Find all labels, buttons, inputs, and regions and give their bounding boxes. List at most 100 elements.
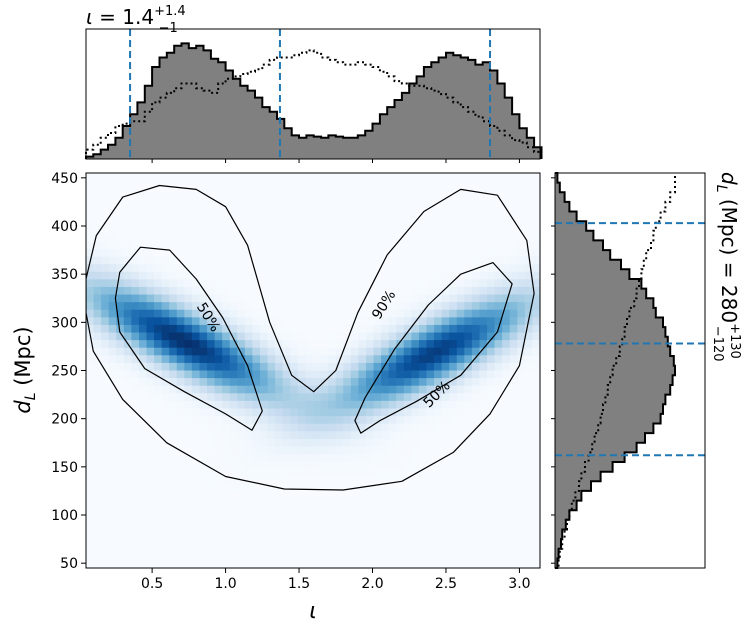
heatmap-cell	[237, 492, 246, 501]
heatmap-cell	[154, 476, 163, 486]
heatmap-cell	[464, 317, 473, 326]
heatmap-cell	[396, 332, 405, 341]
heatmap-cell	[320, 499, 329, 508]
heatmap-cell	[146, 530, 155, 539]
heatmap-cell	[93, 286, 102, 296]
heatmap-cell	[305, 264, 314, 273]
heatmap-cell	[290, 286, 299, 296]
heatmap-cell	[335, 446, 344, 455]
heatmap-cell	[335, 400, 344, 410]
heatmap-cell	[524, 560, 534, 568]
heatmap-cell	[403, 340, 412, 349]
heatmap-cell	[403, 378, 412, 387]
heatmap-cell	[487, 271, 496, 280]
heatmap-cell	[449, 552, 458, 562]
heatmap-cell	[411, 294, 420, 303]
heatmap-cell	[396, 264, 405, 273]
heatmap-cell	[403, 530, 412, 539]
heatmap-cell	[237, 499, 246, 508]
heatmap-cell	[191, 438, 201, 448]
heatmap-cell	[365, 461, 375, 470]
heatmap-cell	[214, 180, 223, 189]
heatmap-cell	[517, 385, 526, 394]
heatmap-cell	[396, 241, 405, 250]
heatmap-cell	[434, 431, 443, 440]
heatmap-cell	[154, 499, 163, 508]
heatmap-cell	[320, 271, 329, 280]
heatmap-cell	[313, 324, 322, 334]
heatmap-cell	[502, 355, 511, 364]
heatmap-cell	[403, 400, 412, 410]
heatmap-cell	[320, 309, 329, 318]
heatmap-cell	[373, 530, 382, 539]
heatmap-cell	[365, 294, 375, 303]
heatmap-cell	[282, 530, 291, 539]
heatmap-cell	[207, 492, 216, 501]
heatmap-cell	[487, 507, 496, 516]
heatmap-cell	[328, 210, 337, 220]
heatmap-cell	[441, 233, 450, 242]
heatmap-cell	[154, 173, 163, 182]
heatmap-cell	[86, 226, 95, 235]
heatmap-cell	[358, 431, 367, 440]
heatmap-cell	[328, 173, 337, 182]
heatmap-cell	[517, 180, 526, 189]
heatmap-cell	[532, 203, 540, 212]
heatmap-cell	[502, 302, 511, 311]
heatmap-cell	[381, 530, 390, 539]
heatmap-cell	[108, 438, 117, 448]
heatmap-cell	[237, 370, 246, 379]
heatmap-cell	[108, 484, 117, 493]
heatmap-cell	[365, 446, 375, 455]
heatmap-cell	[101, 264, 110, 273]
heatmap-cell	[116, 294, 125, 303]
heatmap-cell	[176, 476, 185, 486]
heatmap-cell	[494, 309, 503, 318]
heatmap-cell	[154, 522, 163, 531]
heatmap-cell	[161, 324, 170, 334]
heatmap-cell	[184, 271, 193, 280]
heatmap-cell	[524, 423, 534, 432]
heatmap-cell	[169, 370, 178, 379]
heatmap-cell	[350, 378, 359, 387]
heatmap-cell	[267, 347, 276, 356]
heatmap-cell	[434, 362, 443, 372]
heatmap-cell	[403, 180, 412, 189]
heatmap-cell	[169, 210, 178, 220]
heatmap-cell	[449, 340, 458, 349]
heatmap-cell	[86, 408, 95, 417]
heatmap-cell	[426, 454, 435, 463]
heatmap-cell	[207, 355, 216, 364]
heatmap-cell	[365, 173, 375, 182]
heatmap-cell	[494, 545, 503, 554]
heatmap-cell	[305, 256, 314, 265]
heatmap-cell	[229, 362, 238, 372]
heatmap-cell	[350, 476, 359, 486]
heatmap-cell	[434, 393, 443, 402]
heatmap-cell	[176, 514, 185, 524]
heatmap-cell	[343, 545, 352, 554]
heatmap-cell	[449, 507, 458, 516]
heatmap-cell	[388, 507, 397, 516]
heatmap-cell	[191, 173, 201, 182]
heatmap-cell	[138, 195, 148, 204]
heatmap-cell	[169, 279, 178, 288]
heatmap-cell	[244, 522, 254, 531]
heatmap-cell	[108, 180, 117, 189]
heatmap-cell	[411, 324, 420, 334]
heatmap-cell	[418, 173, 428, 182]
heatmap-cell	[138, 271, 148, 280]
heatmap-cell	[116, 431, 125, 440]
heatmap-cell	[502, 454, 511, 463]
heatmap-cell	[131, 537, 140, 546]
heatmap-cell	[184, 507, 193, 516]
heatmap-cell	[260, 469, 269, 478]
heatmap-cell	[502, 248, 511, 258]
heatmap-cell	[146, 461, 155, 470]
heatmap-cell	[184, 188, 193, 197]
heatmap-cell	[388, 210, 397, 220]
heatmap-cell	[487, 226, 496, 235]
heatmap-cell	[532, 271, 540, 280]
heatmap-cell	[101, 302, 110, 311]
heatmap-cell	[479, 233, 488, 242]
